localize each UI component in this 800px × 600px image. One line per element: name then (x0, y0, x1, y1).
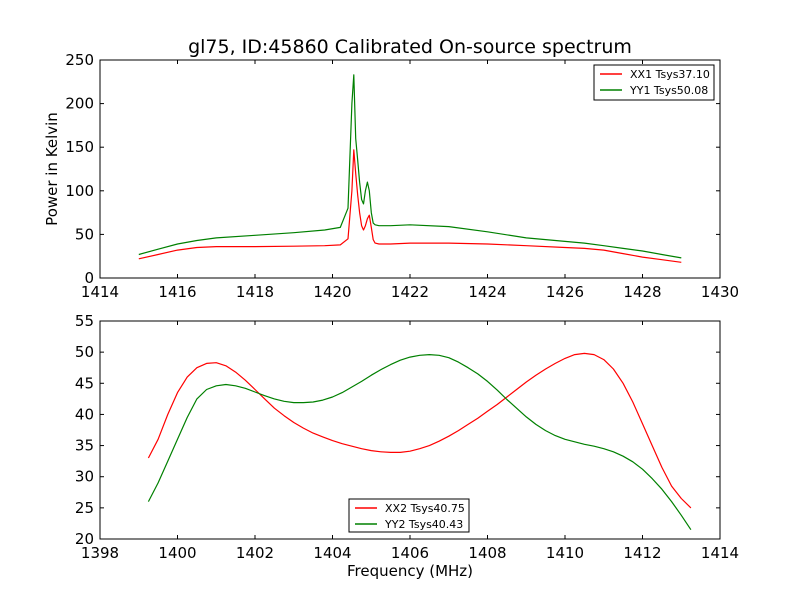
plot2-series-2-line (147, 354, 692, 531)
plot1-x-tick-label: 1426 (546, 283, 584, 301)
plot2-y-tick-label: 20 (75, 530, 94, 548)
plot1-x-tick-label: 1430 (701, 283, 739, 301)
plot2-y-tick-label: 45 (75, 374, 94, 392)
plot2-x-tick-label: 1408 (468, 544, 506, 562)
plot1-y-tick-label: 250 (65, 51, 94, 69)
plot2-legend-label: YY2 Tsys40.43 (384, 518, 463, 531)
plot2-x-tick-label: 1400 (158, 544, 196, 562)
plot1-y-tick-label: 50 (75, 225, 94, 243)
plot1-y-tick-label: 100 (65, 182, 94, 200)
plot2-x-tick-label: 1410 (546, 544, 584, 562)
plot2-y-tick-label: 35 (75, 437, 94, 455)
plot2-series-1-line (147, 352, 692, 509)
plot1-x-tick-label: 1416 (158, 283, 196, 301)
plot1-x-tick-label: 1424 (468, 283, 506, 301)
plot1-series-2-line (138, 74, 682, 259)
plot1-y-tick-label: 200 (65, 95, 94, 113)
plot2-legend-box (348, 498, 470, 533)
plot2-x-tick-label: 1404 (313, 544, 351, 562)
plot1-y-tick-label: 0 (84, 269, 94, 287)
plot2-x-tick-label: 1414 (701, 544, 739, 562)
plot1-x-tick-label: 1420 (313, 283, 351, 301)
plot1-x-tick-label: 1422 (391, 283, 429, 301)
plot1-x-tick-label: 1418 (236, 283, 274, 301)
plot1-legend-label: YY1 Tsys50.08 (629, 84, 708, 97)
plot1-legend-label: XX1 Tsys37.10 (630, 68, 710, 81)
plot2-x-tick-label: 1412 (623, 544, 661, 562)
plot1-x-tick-label: 1414 (81, 283, 119, 301)
plot1-x-tick-label: 1428 (623, 283, 661, 301)
plot2-y-tick-label: 25 (75, 499, 94, 517)
plot2-x-tick-label: 1406 (391, 544, 429, 562)
plot1-series-1-line (138, 149, 682, 263)
plot2-y-tick-label: 55 (75, 312, 94, 330)
plot1-y-axis-label: Power in Kelvin (43, 112, 61, 226)
plot1-legend-box (593, 64, 715, 101)
plot2-y-tick-label: 30 (75, 468, 94, 486)
plot2-x-tick-label: 1402 (236, 544, 274, 562)
plot2-x-axis-label: Frequency (MHz) (347, 562, 473, 580)
plot1-y-tick-label: 150 (65, 138, 94, 156)
plot1-title: gl75, ID:45860 Calibrated On-source spec… (188, 36, 632, 58)
plot2-legend-label: XX2 Tsys40.75 (385, 502, 465, 515)
plot2-y-tick-label: 50 (75, 343, 94, 361)
plot2-y-tick-label: 40 (75, 405, 94, 423)
plot2-x-tick-label: 1398 (81, 544, 119, 562)
